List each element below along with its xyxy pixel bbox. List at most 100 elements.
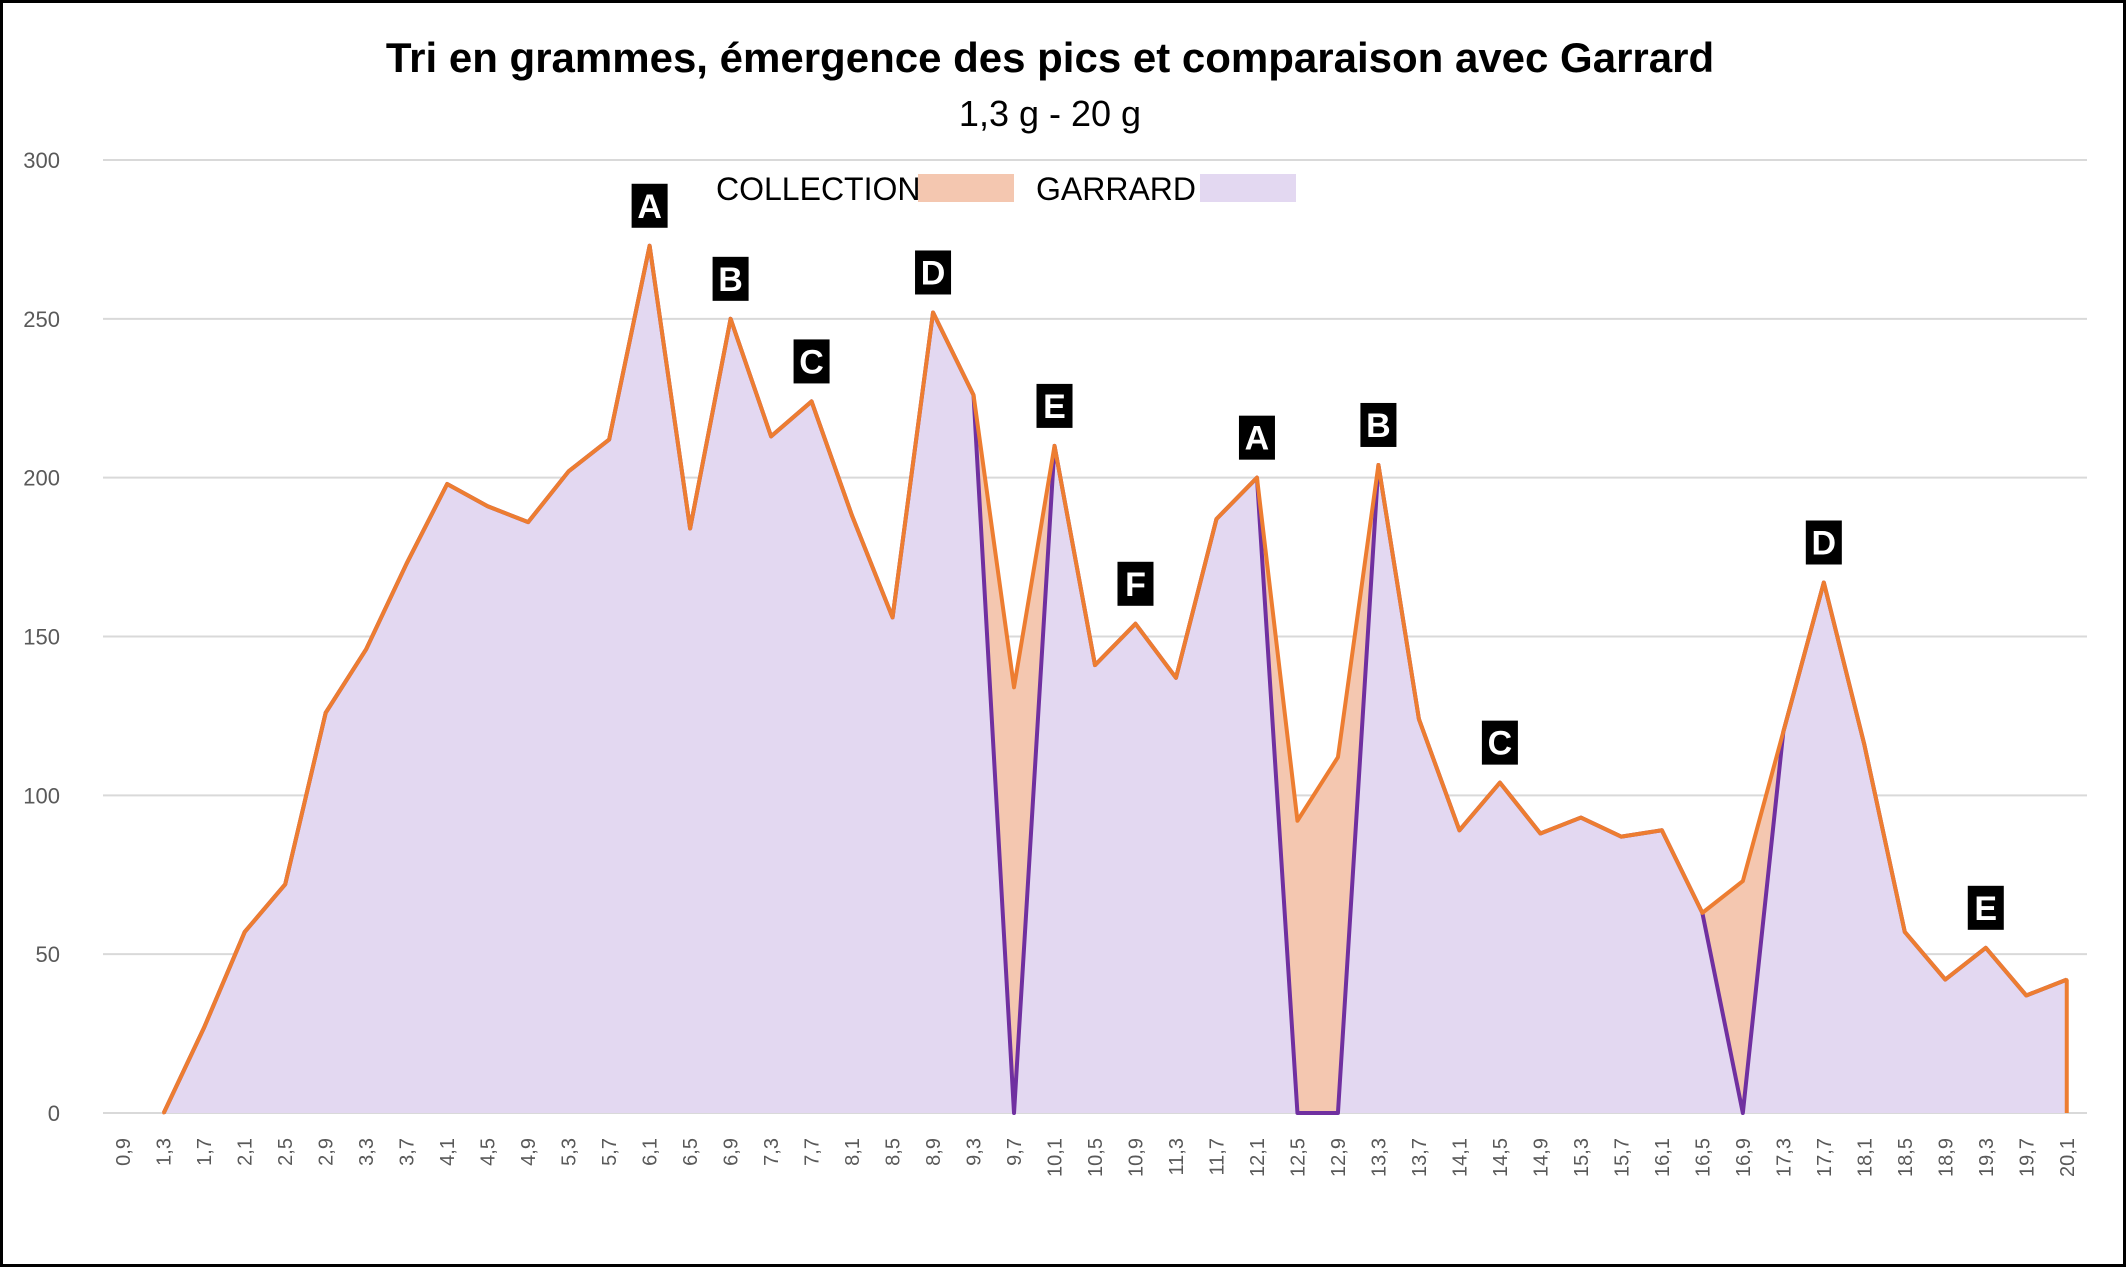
x-tick-label: 5,3 [559, 1138, 581, 1166]
x-tick-label: 6,1 [640, 1138, 662, 1166]
collection-point [567, 469, 571, 473]
collection-point [1376, 463, 1380, 467]
collection-point [810, 399, 814, 403]
x-tick-label: 3,7 [397, 1138, 419, 1166]
x-tick-label: 20,1 [2057, 1138, 2079, 1177]
x-tick-label: 12,5 [1287, 1138, 1309, 1177]
peak-label-text: E [1974, 890, 1997, 928]
x-tick-label: 5,7 [599, 1138, 621, 1166]
collection-point [486, 504, 490, 508]
peak-label-box [1967, 885, 2004, 930]
collection-point [2065, 978, 2069, 982]
collection-point [283, 882, 287, 886]
collection-point [162, 1111, 166, 1115]
collection-point [688, 526, 692, 530]
peak-label-box [915, 250, 952, 295]
x-tick-label: 18,9 [1935, 1138, 1957, 1177]
peak-label-box [1805, 520, 1842, 565]
x-tick-label: 10,9 [1125, 1138, 1147, 1177]
peak-label: D [1805, 520, 1842, 565]
collection-point [1862, 743, 1866, 747]
x-tick-label: 17,3 [1773, 1138, 1795, 1177]
collection-point [1619, 835, 1623, 839]
collection-point [1214, 517, 1218, 521]
x-tick-label: 7,3 [761, 1138, 783, 1166]
collection-point [243, 930, 247, 934]
peak-label-text: C [1488, 725, 1513, 763]
line-collection [161, 243, 2068, 1114]
collection-point [1295, 819, 1299, 823]
peak-label-box [1481, 720, 1518, 765]
x-tick-label: 4,5 [478, 1138, 500, 1166]
collection-point [364, 647, 368, 651]
peak-label-text: D [921, 254, 946, 292]
collection-point [1984, 946, 1988, 950]
x-tick-label: 10,1 [1045, 1138, 1067, 1177]
legend: COLLECTION GARRARD [716, 171, 1296, 207]
collection-point [1579, 816, 1583, 820]
x-tick-label: 14,9 [1530, 1138, 1552, 1177]
collection-point [850, 514, 854, 518]
collection-point [1822, 580, 1826, 584]
collection-point [1781, 730, 1785, 734]
x-tick-label: 19,7 [2016, 1138, 2038, 1177]
collection-point [445, 482, 449, 486]
collection-point [1498, 781, 1502, 785]
chart-title: Tri en grammes, émergence des pics et co… [386, 34, 1714, 81]
collection-point [1133, 622, 1137, 626]
collection-point [1093, 663, 1097, 667]
collection-point [648, 244, 652, 248]
collection-point [1660, 828, 1664, 832]
x-tick-label: 9,3 [964, 1138, 986, 1166]
x-tick-label: 18,1 [1854, 1138, 1876, 1177]
peak-label-text: A [637, 188, 662, 226]
peak-label: F [1117, 561, 1154, 606]
plot-areas [163, 245, 2067, 1113]
peak-label-text: E [1043, 388, 1066, 426]
area-garrard [163, 245, 2067, 1113]
peak-label-box [793, 339, 830, 384]
peak-label: A [1238, 415, 1275, 460]
collection-point [1741, 879, 1745, 883]
x-tick-label: 6,9 [721, 1138, 743, 1166]
y-tick-label: 200 [23, 466, 60, 491]
collection-point [1700, 911, 1704, 915]
x-tick-label: 16,1 [1652, 1138, 1674, 1177]
x-tick-label: 16,5 [1692, 1138, 1714, 1177]
peak-label-text: F [1125, 566, 1146, 604]
peak-label-box [1036, 383, 1073, 428]
peak-label: B [712, 256, 749, 301]
collection-point [2024, 993, 2028, 997]
y-tick-label: 150 [23, 625, 60, 650]
x-tick-label: 15,3 [1571, 1138, 1593, 1177]
x-tick-label: 1,7 [194, 1138, 216, 1166]
x-tick-label: 13,7 [1409, 1138, 1431, 1177]
x-axis: 0,9 1,3 1,7 2,1 2,5 2,9 3,3 3,7 4,1 4,5 4,9 5,3 5,7 6… [113, 1138, 2079, 1177]
collection-point [526, 520, 530, 524]
peak-label: C [1481, 720, 1518, 765]
peak-label: A [631, 183, 668, 228]
collection-point [607, 438, 611, 442]
peak-label-text: B [1366, 407, 1391, 445]
x-tick-label: 6,5 [680, 1138, 702, 1166]
peak-label-box [1238, 415, 1275, 460]
x-tick-label: 2,1 [235, 1138, 257, 1166]
peak-label: B [1360, 402, 1397, 447]
x-tick-label: 8,9 [923, 1138, 945, 1166]
x-tick-label: 19,3 [1976, 1138, 1998, 1177]
collection-point [1538, 831, 1542, 835]
x-tick-label: 12,1 [1247, 1138, 1269, 1177]
x-tick-label: 4,9 [518, 1138, 540, 1166]
x-tick-label: 12,9 [1328, 1138, 1350, 1177]
collection-point [405, 561, 409, 565]
peak-label-box [712, 256, 749, 301]
y-tick-label: 250 [23, 307, 60, 332]
peak-annotations: A B C D E F A B D C E [631, 183, 2004, 930]
peak-label: C [793, 339, 830, 384]
x-tick-label: 4,1 [437, 1138, 459, 1166]
legend-swatch-garrard [1200, 174, 1296, 202]
collection-point [769, 434, 773, 438]
collection-point [729, 317, 733, 321]
x-tick-label: 7,7 [802, 1138, 824, 1166]
